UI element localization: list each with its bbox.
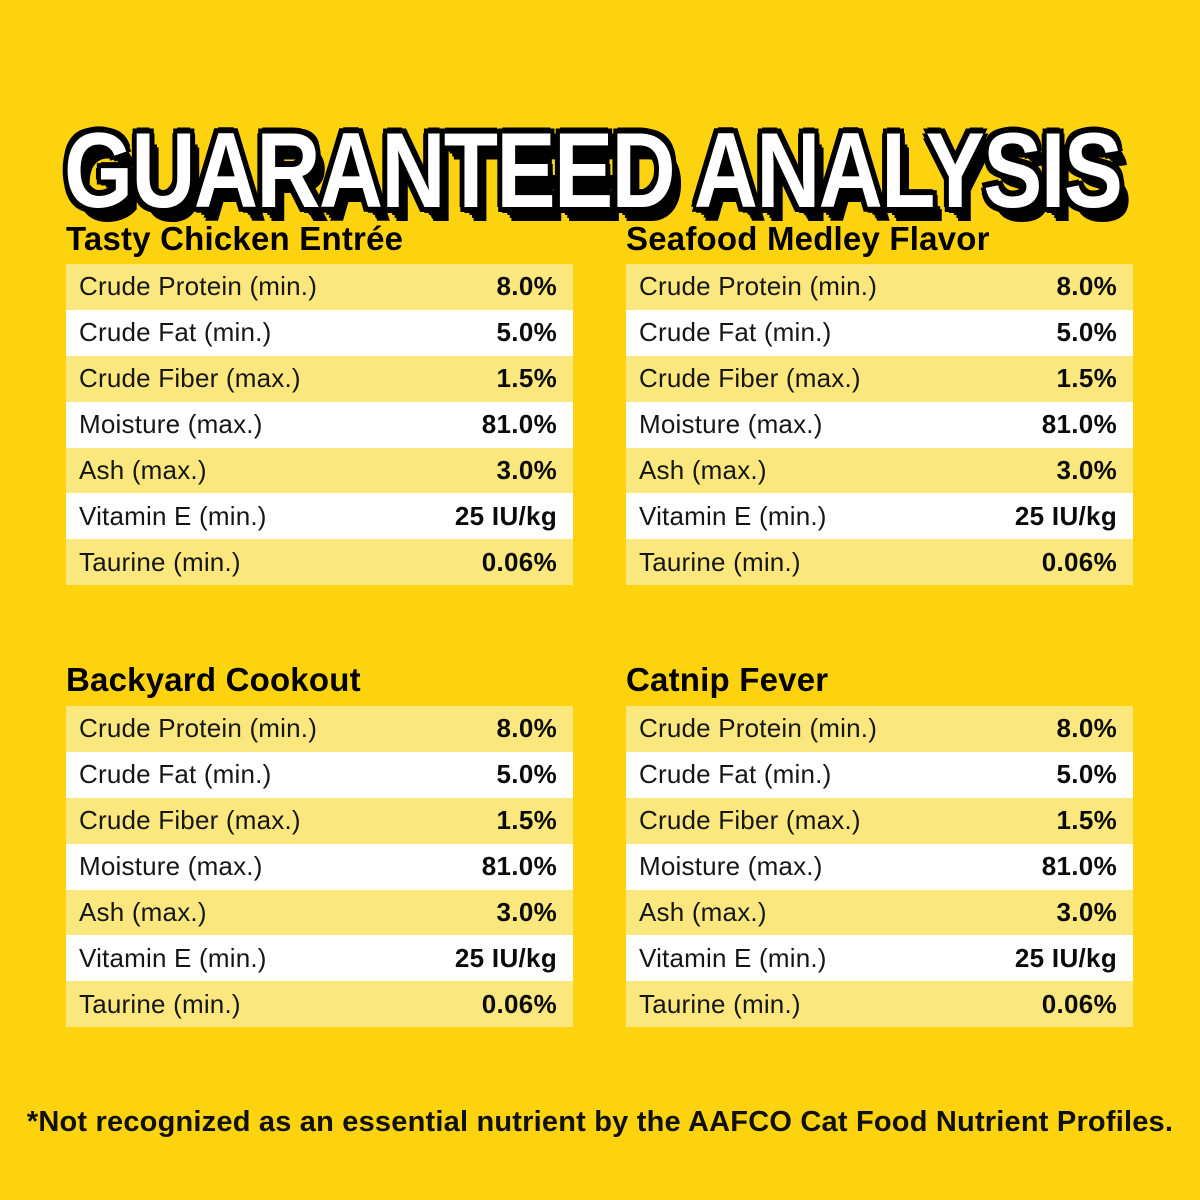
nutrient-label: Crude Fiber (max.) [79,805,301,836]
nutrient-value: 3.0% [496,455,557,485]
table-title-tasty-chicken-entree: Tasty Chicken Entrée [66,220,404,257]
nutrient-label: Ash (max.) [639,897,767,927]
nutrient-label: Crude Fiber (max.) [79,363,301,394]
table-row: Crude Fiber (max.) 1.5% [66,355,573,402]
nutrient-label: Taurine (min.) [639,988,801,1019]
table-row: Ash (max.) 3.0% [626,447,1133,494]
nutrient-value: 25 IU/kg [1014,942,1117,973]
nutrient-value: 3.0% [1056,455,1117,485]
table-title-seafood-medley-flavor: Seafood Medley Flavor [626,220,990,257]
table-row: Crude Fat (min.) 5.0% [66,751,573,798]
nutrient-label: Crude Fat (min.) [639,317,832,348]
table-row: Moisture (max.) 81.0% [626,401,1133,448]
table-row: Crude Protein (min.) 8.0% [66,264,573,310]
nutrient-value: 3.0% [496,897,557,927]
nutrient-value: 1.5% [496,363,557,394]
table-row: Vitamin E (min.) 25 IU/kg [66,493,573,540]
nutrient-value: 8.0% [496,271,557,302]
table-row: Crude Protein (min.) 8.0% [66,706,573,752]
nutrient-value: 8.0% [1056,713,1117,744]
analysis-table-backyard-cookout: Crude Protein (min.) 8.0% Crude Fat (min.… [66,706,573,1028]
table-row: Crude Fiber (max.) 1.5% [626,797,1133,844]
nutrient-value: 1.5% [1056,363,1117,394]
nutrient-label: Taurine (min.) [79,988,241,1019]
table-row: Ash (max.) 3.0% [66,447,573,494]
table-row: Taurine (min.) 0.06% [66,981,573,1028]
nutrient-value: 0.06% [1041,988,1117,1019]
table-row: Vitamin E (min.) 25 IU/kg [626,935,1133,982]
nutrient-label: Vitamin E (min.) [639,942,827,973]
table-row: Crude Fat (min.) 5.0% [66,309,573,356]
nutrient-label: Moisture (max.) [639,409,823,440]
table-row: Taurine (min.) 0.06% [626,981,1133,1028]
table-row: Crude Protein (min.) 8.0% [626,264,1133,310]
nutrient-label: Taurine (min.) [639,546,801,577]
table-row: Crude Fat (min.) 5.0% [626,309,1133,356]
nutrient-value: 1.5% [496,805,557,836]
nutrient-value: 0.06% [481,988,557,1019]
nutrient-label: Crude Protein (min.) [79,713,318,744]
nutrient-label: Crude Fiber (max.) [639,805,861,836]
table-row: Moisture (max.) 81.0% [626,843,1133,890]
nutrient-label: Crude Protein (min.) [639,271,878,302]
nutrient-label: Moisture (max.) [79,851,263,882]
nutrient-label: Crude Protein (min.) [79,271,318,302]
nutrient-value: 25 IU/kg [454,942,557,973]
table-row: Crude Fiber (max.) 1.5% [66,797,573,844]
nutrient-value: 0.06% [1041,546,1117,577]
nutrient-value: 5.0% [1056,759,1117,790]
nutrient-value: 3.0% [1056,897,1117,927]
page-title-text: GUARANTEED ANALYSIS [64,109,1123,230]
nutrient-label: Ash (max.) [79,455,207,485]
table-row: Vitamin E (min.) 25 IU/kg [66,935,573,982]
analysis-table-seafood-medley-flavor: Crude Protein (min.) 8.0% Crude Fat (min.… [626,264,1133,586]
table-row: Ash (max.) 3.0% [66,889,573,936]
table-row: Crude Fat (min.) 5.0% [626,751,1133,798]
nutrient-label: Crude Fat (min.) [79,317,272,348]
nutrient-label: Vitamin E (min.) [79,942,267,973]
nutrient-value: 5.0% [1056,317,1117,348]
table-title-catnip-fever: Catnip Fever [626,661,829,698]
nutrient-label: Ash (max.) [639,455,767,485]
nutrient-value: 81.0% [481,409,557,440]
nutrient-value: 25 IU/kg [454,500,557,531]
table-row: Vitamin E (min.) 25 IU/kg [626,493,1133,540]
nutrient-value: 81.0% [1041,409,1117,440]
nutrient-value: 0.06% [481,546,557,577]
nutrient-value: 5.0% [496,759,557,790]
nutrient-value: 1.5% [1056,805,1117,836]
nutrient-label: Crude Fat (min.) [79,759,272,790]
nutrient-value: 81.0% [481,851,557,882]
table-title-backyard-cookout: Backyard Cookout [66,661,361,698]
nutrient-label: Ash (max.) [79,897,207,927]
table-row: Moisture (max.) 81.0% [66,843,573,890]
table-row: Ash (max.) 3.0% [626,889,1133,936]
nutrient-label: Crude Protein (min.) [639,713,878,744]
table-row: Taurine (min.) 0.06% [626,539,1133,586]
nutrient-value: 81.0% [1041,851,1117,882]
nutrient-value: 25 IU/kg [1014,500,1117,531]
analysis-table-tasty-chicken-entree: Crude Protein (min.) 8.0% Crude Fat (min.… [66,264,573,586]
analysis-table-catnip-fever: Crude Protein (min.) 8.0% Crude Fat (min.… [626,706,1133,1028]
aafco-footnote: *Not recognized as an essential nutrient… [26,1106,1174,1138]
nutrient-label: Taurine (min.) [79,546,241,577]
nutrient-label: Moisture (max.) [639,851,823,882]
nutrient-value: 8.0% [1056,271,1117,302]
table-row: Taurine (min.) 0.06% [66,539,573,586]
nutrient-label: Moisture (max.) [79,409,263,440]
table-row: Moisture (max.) 81.0% [66,401,573,448]
table-row: Crude Protein (min.) 8.0% [626,706,1133,752]
page-title: GUARANTEED ANALYSIS [64,106,1200,234]
table-row: Crude Fiber (max.) 1.5% [626,355,1133,402]
nutrient-label: Vitamin E (min.) [639,500,827,531]
nutrient-value: 8.0% [496,713,557,744]
nutrient-label: Crude Fat (min.) [639,759,832,790]
nutrient-value: 5.0% [496,317,557,348]
nutrient-label: Vitamin E (min.) [79,500,267,531]
nutrient-label: Crude Fiber (max.) [639,363,861,394]
